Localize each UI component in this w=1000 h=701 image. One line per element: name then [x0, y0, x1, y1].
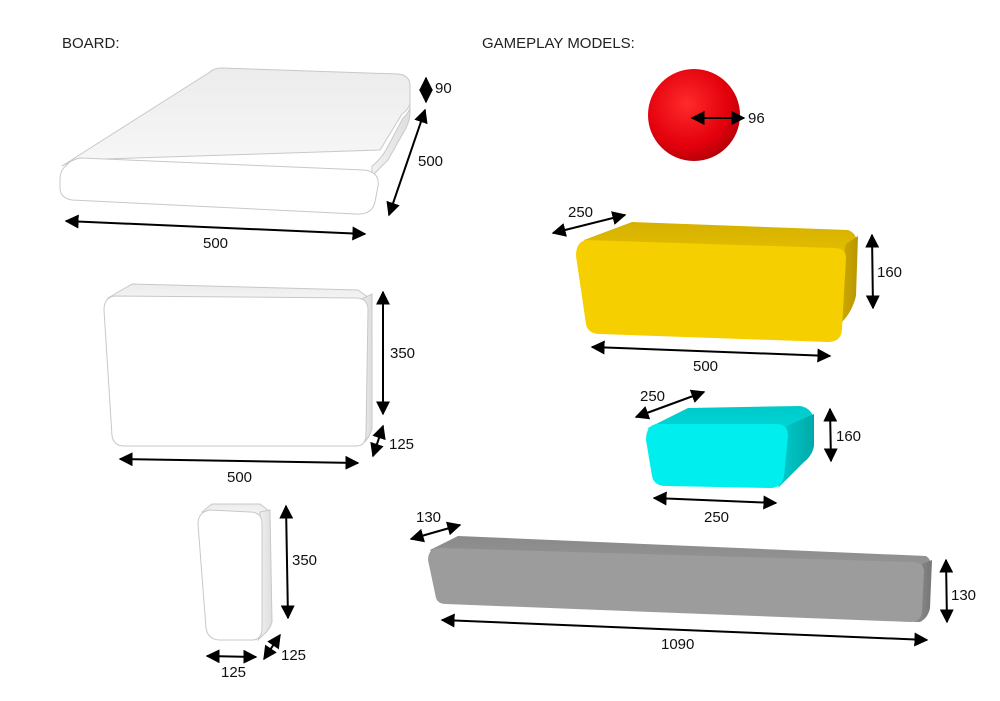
- red-ball: [648, 69, 740, 161]
- yellow-height-label: 160: [877, 264, 902, 281]
- board-pillar: [197, 503, 273, 642]
- wall-depth-label: 125: [389, 436, 414, 453]
- wall-width-arrow: [118, 452, 360, 470]
- slab-width-label: 500: [203, 235, 228, 252]
- yellow-depth-arrow: [551, 211, 627, 237]
- ball-diameter-label: 96: [748, 110, 765, 127]
- pillar-depth-arrow: [263, 633, 281, 661]
- yellow-block: [576, 222, 858, 342]
- gray-depth-label: 130: [416, 509, 441, 526]
- yellow-width-arrow: [590, 340, 832, 363]
- cyan-width-arrow: [652, 491, 778, 510]
- slab-depth-label: 500: [418, 153, 443, 170]
- slab-height-label: 90: [435, 80, 452, 97]
- pillar-height-arrow: [279, 504, 295, 620]
- gray-width-arrow: [440, 613, 929, 647]
- cyan-width-label: 250: [704, 509, 729, 526]
- pillar-width-label: 125: [221, 664, 246, 681]
- wall-height-label: 350: [390, 345, 415, 362]
- gray-height-label: 130: [951, 587, 976, 604]
- cyan-block: [646, 406, 814, 488]
- cyan-depth-arrow: [634, 389, 706, 420]
- yellow-height-arrow: [865, 233, 880, 310]
- pillar-depth-label: 125: [281, 647, 306, 664]
- gray-height-arrow: [939, 558, 954, 624]
- pillar-width-arrow: [205, 649, 258, 664]
- slab-width-arrow: [64, 214, 367, 241]
- gray-bar: [428, 536, 932, 622]
- wall-depth-arrow: [370, 424, 386, 458]
- wall-width-label: 500: [227, 469, 252, 486]
- yellow-depth-label: 250: [568, 204, 593, 221]
- board-section-title: BOARD:: [62, 35, 120, 52]
- board-wall: [103, 283, 373, 447]
- yellow-width-label: 500: [693, 358, 718, 375]
- gameplay-section-title: GAMEPLAY MODELS:: [482, 35, 635, 52]
- gray-width-label: 1090: [661, 636, 694, 653]
- pillar-height-label: 350: [292, 552, 317, 569]
- board-slab: [59, 67, 411, 215]
- slab-depth-arrow: [386, 108, 428, 217]
- cyan-depth-label: 250: [640, 388, 665, 405]
- gray-depth-arrow: [409, 521, 462, 543]
- cyan-height-label: 160: [836, 428, 861, 445]
- cyan-height-arrow: [823, 407, 838, 463]
